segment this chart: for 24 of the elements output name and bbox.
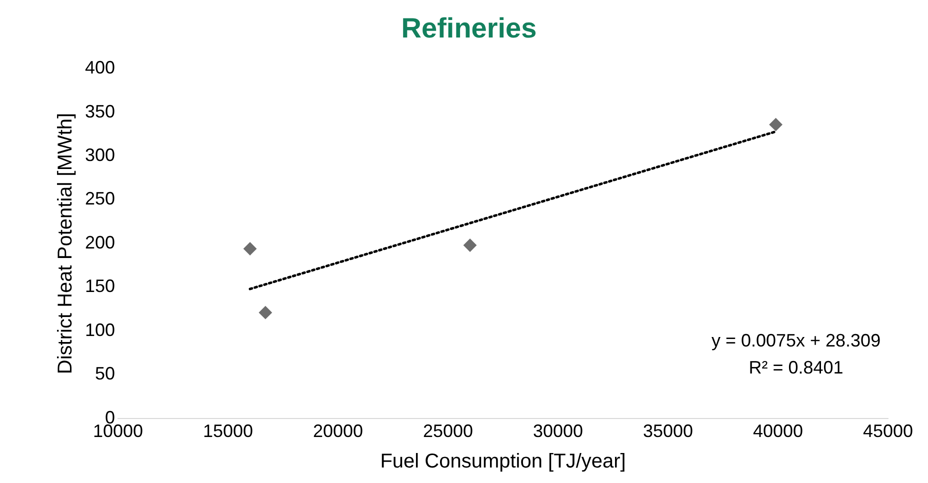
annotation: y = 0.0075x + 28.309 [711,330,881,350]
y-axis-title: District Heat Potential [MWth] [54,112,77,374]
y-tick-label: 100 [84,320,116,340]
point [258,306,272,320]
x-tick-label: 40000 [752,421,804,442]
x-axis-title: Fuel Consumption [TJ/year] [380,450,626,473]
x-tick-label: 30000 [532,421,584,442]
point [769,118,782,132]
y-tick-label: 150 [84,276,116,296]
y-tick-label: 50 [95,364,116,384]
x-tick-label: 35000 [642,421,694,442]
x-tick-label: 20000 [312,421,364,442]
x-tick-label: 25000 [422,421,474,442]
y-tick-label: 400 [84,58,116,78]
y-tick-label: 300 [84,145,116,166]
y-tick-label: 350 [84,101,116,122]
y-tick-label: 200 [84,232,116,252]
chart-title: Refineries [401,12,537,44]
point [464,238,477,252]
annotation: R² = 0.8401 [748,357,844,378]
y-tick-label: 250 [84,188,116,209]
x-tick-label: 45000 [862,421,914,442]
x-tick-label: 15000 [202,421,254,442]
point [244,242,257,256]
